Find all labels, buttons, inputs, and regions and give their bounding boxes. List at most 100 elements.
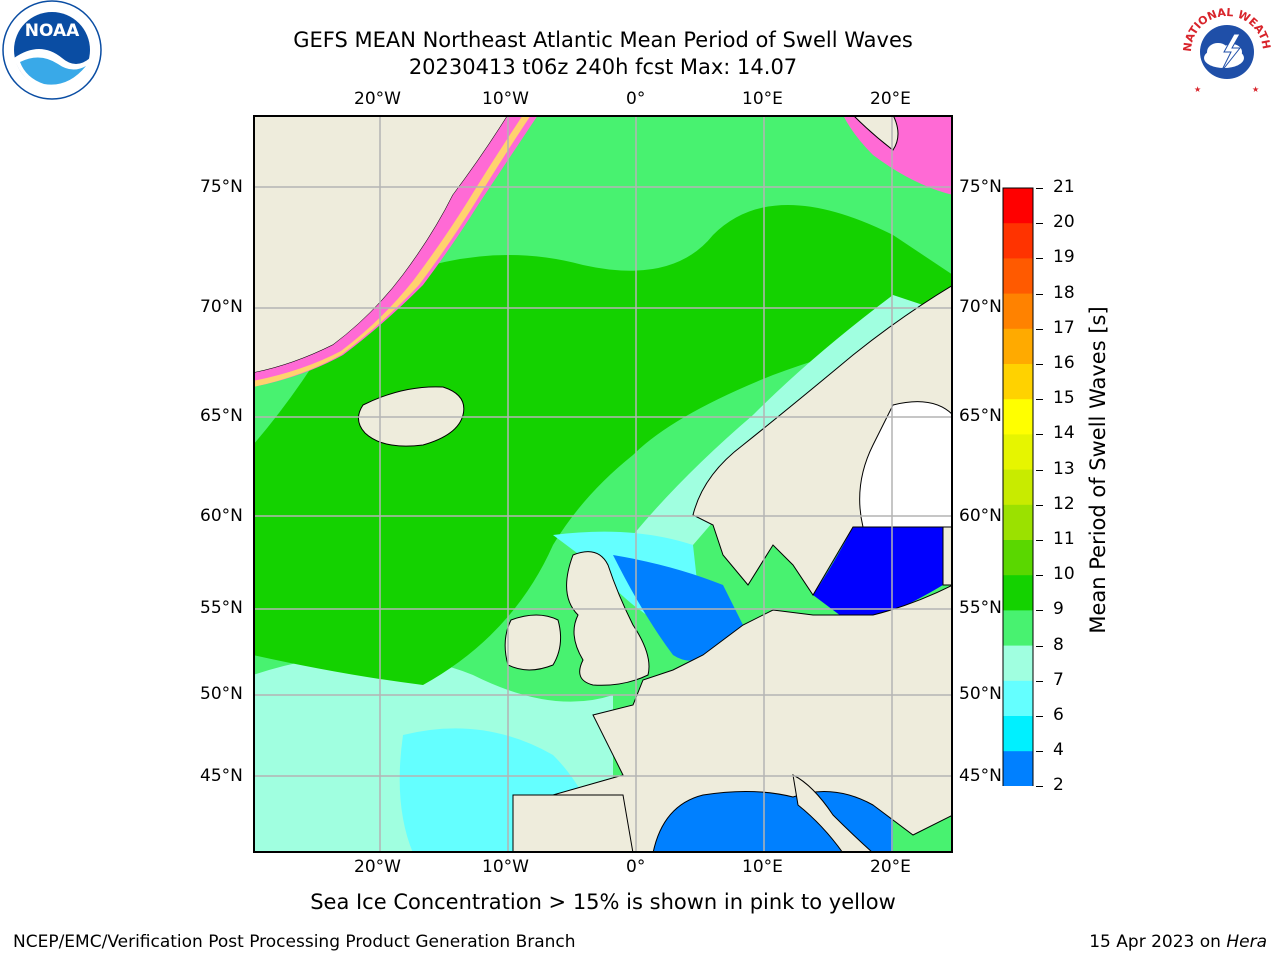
lon-label-bottom-20e: 20°E [870,857,911,877]
colorbar-tick-label: 12 [1053,493,1075,514]
lat-label-left-70n: 70°N [200,297,243,317]
colorbar-segment [1003,540,1033,576]
colorbar-tick-label: 9 [1053,599,1064,620]
colorbar-tick-mark [1036,645,1043,647]
colorbar-segment [1003,680,1033,717]
colorbar-tick-mark [1036,751,1043,753]
colorbar-segment [1003,293,1033,330]
lat-label-left-45n: 45°N [200,766,243,786]
colorbar-tick-mark [1036,680,1043,682]
lon-label-bottom-10e: 10°E [742,857,783,877]
colorbar-segment [1003,399,1033,435]
colorbar-segment [1003,469,1033,506]
chart-subtitle: 20230413 t06z 240h fcst Max: 14.07 [408,55,798,79]
colorbar-tick-label: 8 [1053,634,1064,655]
noaa-logo-text: NOAA [25,21,80,41]
colorbar [1002,187,1034,786]
lat-label-right-55n: 55°N [959,598,1002,618]
colorbar-tick-label: 7 [1053,669,1064,690]
colorbar-label: Mean Period of Swell Waves [s] [1086,306,1110,634]
colorbar-segment [1003,575,1033,611]
colorbar-tick-label: 2 [1053,775,1064,796]
svg-text:★: ★ [1194,85,1201,94]
colorbar-outline [1002,187,1034,786]
lat-label-left-65n: 65°N [200,406,243,426]
swell-zone-northsea [613,555,743,661]
colorbar-tick-mark [1036,328,1043,330]
colorbar-tick-mark [1036,469,1043,471]
colorbar-segment [1003,223,1033,259]
colorbar-tick-label: 18 [1053,282,1075,303]
colorbar-tick-label: 20 [1053,212,1075,233]
lat-label-right-75n: 75°N [959,177,1002,197]
sea-ice-edge [253,115,538,387]
colorbar-tick-label: 17 [1053,317,1075,338]
graticule [253,115,953,853]
map-border [253,115,953,853]
lon-label-bottom-20w: 20°W [354,857,401,877]
finland-ice-area [859,401,953,528]
lat-label-right-50n: 50°N [959,684,1002,704]
footer-credit: NCEP/EMC/Verification Post Processing Pr… [13,932,576,952]
colorbar-tick-mark [1036,364,1043,365]
colorbar-tick-mark [1036,434,1043,436]
colorbar-segment [1003,188,1033,224]
colorbar-tick-label: 11 [1053,529,1075,549]
great-britain-land [566,551,650,686]
lat-label-right-60n: 60°N [959,506,1002,526]
colorbar-segment [1003,645,1033,682]
colorbar-tick-mark [1036,293,1043,295]
map-panel [253,115,953,853]
colorbar-segment [1003,504,1033,541]
swell-zone-baltic [813,527,943,625]
colorbar-segment [1003,258,1033,295]
colorbar-tick-label: 13 [1053,458,1075,479]
colorbar-tick-label: 21 [1053,177,1075,197]
svg-text:★: ★ [1252,85,1259,94]
colorbar-segment [1003,434,1033,471]
colorbar-tick-mark [1036,258,1043,260]
lon-label-top-20e: 20°E [870,89,911,109]
noaa-logo: NOAA [2,0,102,100]
colorbar-tick-label: 4 [1053,740,1064,761]
colorbar-tick-mark [1036,399,1043,401]
ireland-land [504,614,562,671]
lat-label-left-55n: 55°N [200,598,243,618]
colorbar-tick-mark [1036,504,1043,506]
svalbard-land [852,115,899,151]
colorbar-tick-label: 14 [1053,423,1075,444]
sea-ice-caption: Sea Ice Concentration > 15% is shown in … [310,890,896,914]
iberia-land [512,794,634,853]
colorbar-segment [1003,716,1033,752]
colorbar-tick-mark [1036,575,1043,577]
lon-label-top-10w: 10°W [482,89,529,109]
sea-ice-barents [843,115,953,195]
colorbar-segment [1003,751,1033,786]
italy-land [792,774,874,853]
colorbar-tick-label: 6 [1053,705,1064,725]
lon-label-top-20w: 20°W [354,89,401,109]
footer-date-text: 15 Apr 2023 on [1089,932,1227,952]
swell-zone-central [253,205,953,685]
nws-logo: NATIONAL WEATHER SERVICE ★ ★ [1174,0,1273,94]
lat-label-right-70n: 70°N [959,297,1002,317]
footer-date: 15 Apr 2023 on Hera [1089,932,1267,952]
lon-label-bottom-0: 0° [626,857,646,877]
colorbar-segment [1003,364,1033,400]
colorbar-tick-label: 16 [1053,353,1075,373]
lat-label-left-75n: 75°N [200,177,243,197]
lat-label-right-65n: 65°N [959,406,1002,426]
colorbar-segment [1003,610,1033,647]
lon-label-top-10e: 10°E [742,89,783,109]
lat-label-left-50n: 50°N [200,684,243,704]
colorbar-tick-mark [1036,786,1043,788]
lon-label-bottom-10w: 10°W [482,857,529,877]
footer-machine: Hera [1226,932,1267,952]
colorbar-tick-mark [1036,716,1043,717]
colorbar-tick-mark [1036,223,1043,225]
colorbar-tick-mark [1036,540,1043,541]
chart-title: GEFS MEAN Northeast Atlantic Mean Period… [293,28,913,52]
lat-label-right-45n: 45°N [959,766,1002,786]
colorbar-tick-label: 10 [1053,564,1075,585]
lon-label-top-0: 0° [626,89,646,109]
